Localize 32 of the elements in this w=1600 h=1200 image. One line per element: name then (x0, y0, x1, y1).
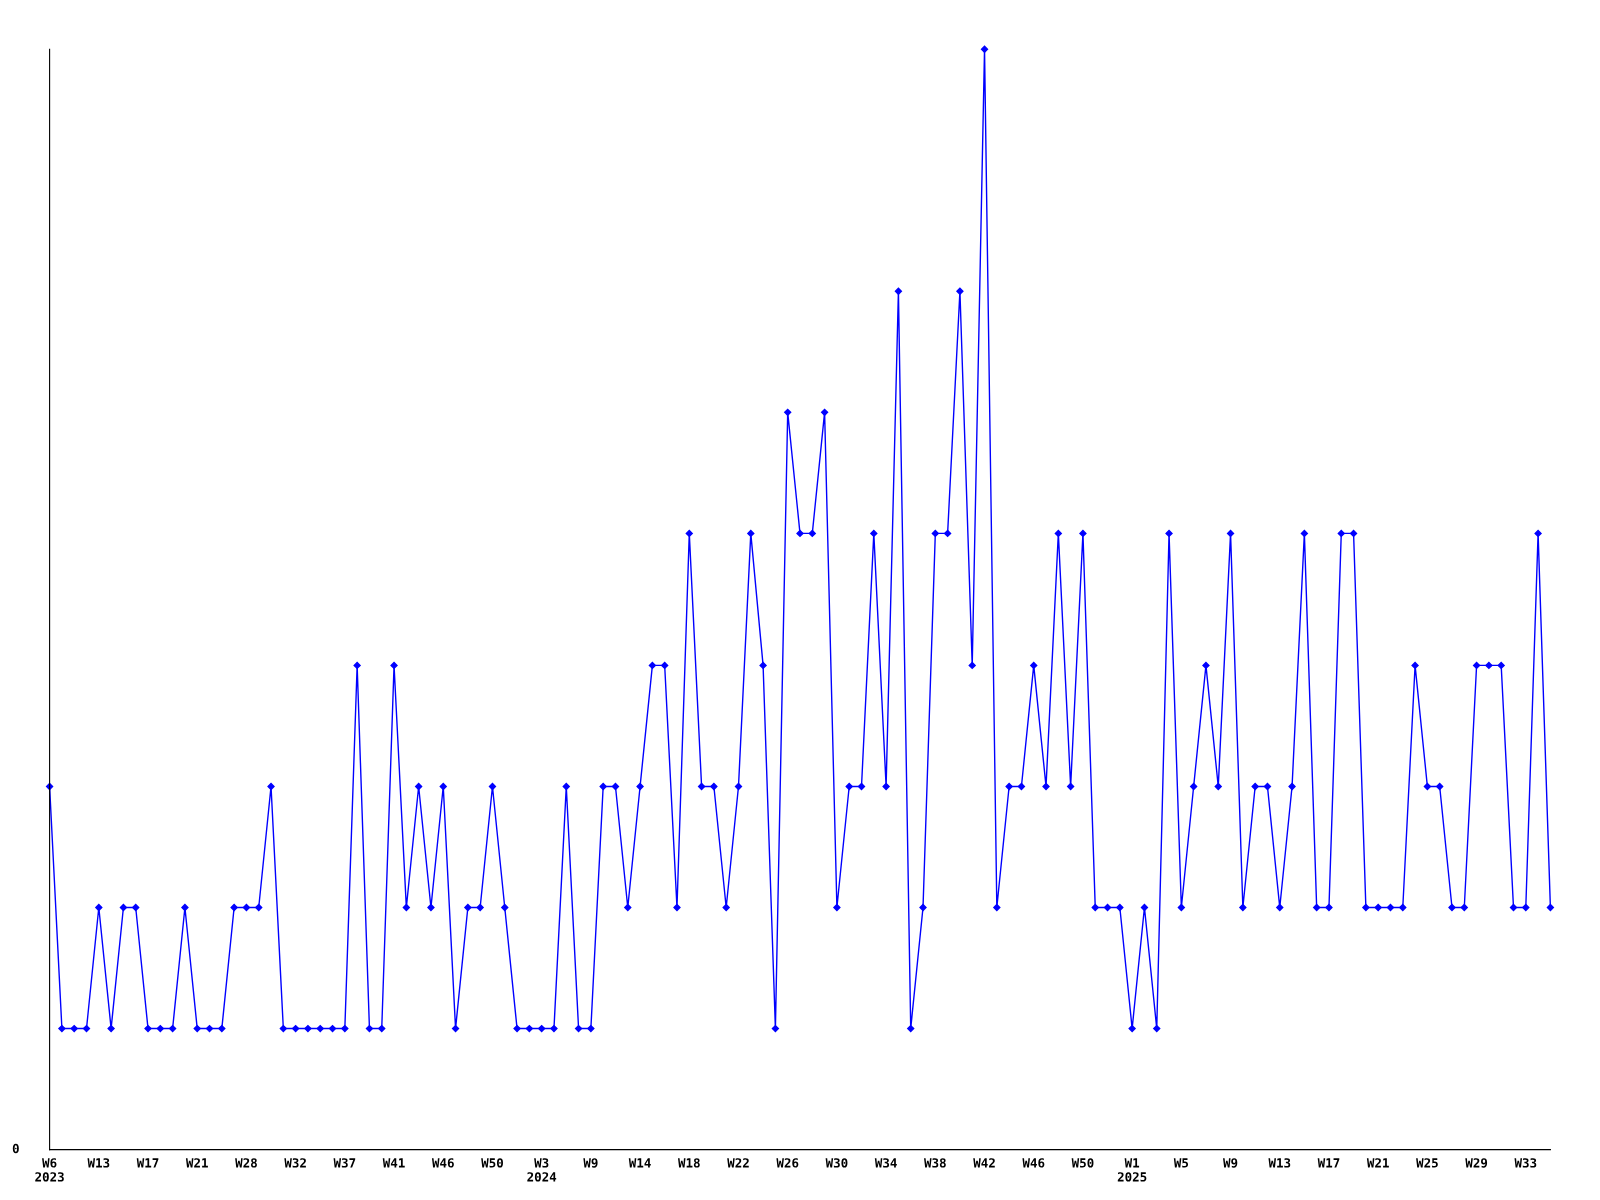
x-tick-label: W18 (678, 1158, 700, 1168)
x-tick-label: W28 (235, 1158, 257, 1168)
x-tick-label: W42 (973, 1158, 995, 1168)
x-tick-label: W50 (481, 1158, 503, 1168)
x-tick-label: W14 (628, 1158, 651, 1168)
x-tick-label: W9 (583, 1158, 598, 1168)
x-tick-label: W46 (431, 1158, 454, 1168)
x-tick-label: W32 (284, 1158, 306, 1168)
x-tick-label: W30 (825, 1158, 848, 1168)
x-tick-label: W21 (1366, 1158, 1389, 1168)
x-tick-label: W26 (776, 1158, 799, 1168)
x-tick-label: W46 (1022, 1158, 1045, 1168)
x-tick-label: W21 (185, 1158, 208, 1168)
x-tick-label: W37 (333, 1158, 356, 1168)
x-tick-label: W29 (1465, 1158, 1488, 1168)
x-tick-label: W17 (1317, 1158, 1340, 1168)
x-tick-label: W9 (1223, 1158, 1238, 1168)
x-tick-label: W33 (1514, 1158, 1537, 1168)
x-tick-label: W5 (1173, 1158, 1189, 1168)
x-tick-label: W34 (874, 1158, 897, 1168)
x-tick-label: W41 (382, 1158, 405, 1168)
x-tick-label: W13 (87, 1158, 110, 1168)
x-tick-label: W6 2023 (35, 1158, 64, 1182)
x-tick-label: W13 (1268, 1158, 1291, 1168)
x-tick-label: W50 (1071, 1158, 1094, 1168)
text: 0 (12, 1143, 19, 1154)
x-tick-label: W25 (1416, 1158, 1438, 1168)
x-tick-label: W3 2024 (527, 1158, 557, 1182)
x-tick-label: W1 2025 (1117, 1158, 1147, 1182)
x-tick-label: W22 (727, 1158, 749, 1168)
x-tick-label: W38 (924, 1158, 946, 1168)
x-tick-label: W17 (136, 1158, 159, 1168)
